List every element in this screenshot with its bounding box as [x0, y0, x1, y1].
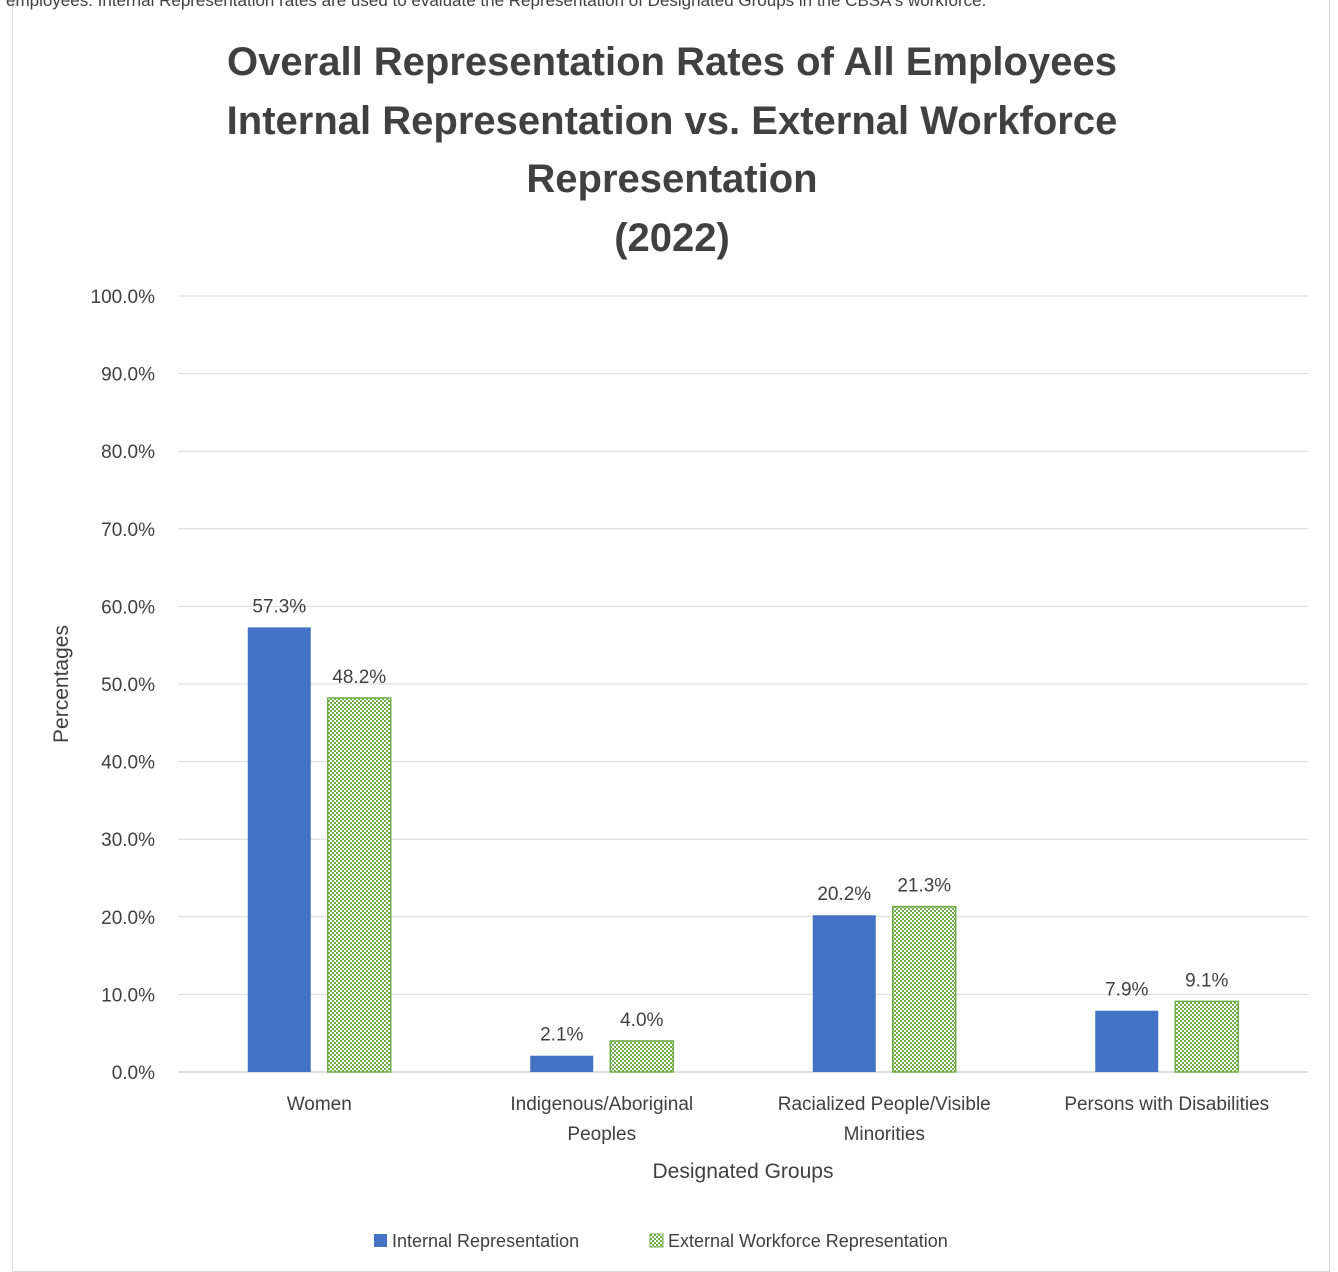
y-tick-label: 60.0%	[101, 597, 155, 618]
bar-external	[609, 1040, 674, 1073]
data-label: 57.3%	[252, 596, 306, 617]
y-axis-ticks: 0.0% 10.0% 20.0% 30.0% 40.0% 50.0% 60.0% 70.0% 8…	[91, 287, 156, 1084]
y-tick-label: 40.0%	[101, 753, 155, 774]
data-label: 7.9%	[1105, 980, 1148, 1001]
bar-internal	[812, 915, 876, 1072]
y-tick-label: 90.0%	[101, 365, 155, 386]
x-category-label: Persons with Disabilities	[1064, 1094, 1269, 1115]
data-label: 21.3%	[897, 876, 951, 897]
bars	[247, 627, 1239, 1073]
data-label: 9.1%	[1185, 970, 1228, 991]
y-tick-label: 30.0%	[101, 830, 155, 851]
chart-title-line-2: Internal Representation vs. External Wor…	[227, 99, 1118, 143]
legend-label-external: External Workforce Representation	[668, 1231, 948, 1251]
x-category-label: Racialized People/Visible	[778, 1094, 991, 1115]
bar-external	[1174, 1000, 1239, 1073]
y-axis-title: Percentages	[50, 625, 73, 743]
bar-external	[327, 697, 392, 1073]
x-category-label: Women	[287, 1094, 352, 1115]
x-category-label: Minorities	[844, 1124, 925, 1145]
y-tick-label: 10.0%	[101, 985, 155, 1006]
x-axis-title: Designated Groups	[653, 1160, 834, 1183]
chart-title-line-3: Representation	[526, 157, 817, 201]
y-tick-label: 50.0%	[101, 675, 155, 696]
legend-swatch-internal	[374, 1234, 387, 1247]
data-label: 4.0%	[620, 1010, 663, 1031]
bar-internal	[530, 1055, 594, 1072]
data-labels: 57.3% 48.2% 2.1% 4.0% 20.2% 21.3% 7.9% 9.1%	[252, 596, 1228, 1045]
y-tick-label: 70.0%	[101, 520, 155, 541]
y-tick-label: 80.0%	[101, 442, 155, 463]
chart-title: Overall Representation Rates of All Empl…	[227, 40, 1118, 260]
preceding-text-line: employees. Internal Representation rates…	[6, 0, 987, 10]
chart-title-line-4: (2022)	[614, 216, 730, 260]
y-tick-label: 0.0%	[112, 1063, 155, 1084]
chart-title-line-1: Overall Representation Rates of All Empl…	[227, 40, 1117, 84]
bar-internal	[247, 627, 311, 1072]
data-label: 20.2%	[817, 884, 871, 905]
legend: Internal Representation External Workfor…	[374, 1231, 948, 1251]
x-category-label: Peoples	[567, 1124, 636, 1145]
y-tick-label: 100.0%	[91, 287, 156, 308]
bar-internal	[1095, 1010, 1159, 1072]
y-tick-label: 20.0%	[101, 908, 155, 929]
legend-label-internal: Internal Representation	[392, 1231, 579, 1251]
data-label: 2.1%	[540, 1025, 583, 1046]
data-label: 48.2%	[332, 667, 386, 688]
bar-external	[892, 905, 957, 1073]
x-axis-categories: Women Indigenous/Aboriginal Peoples Raciali…	[287, 1094, 1269, 1145]
x-category-label: Indigenous/Aboriginal	[510, 1094, 693, 1115]
legend-swatch-external	[649, 1233, 664, 1248]
